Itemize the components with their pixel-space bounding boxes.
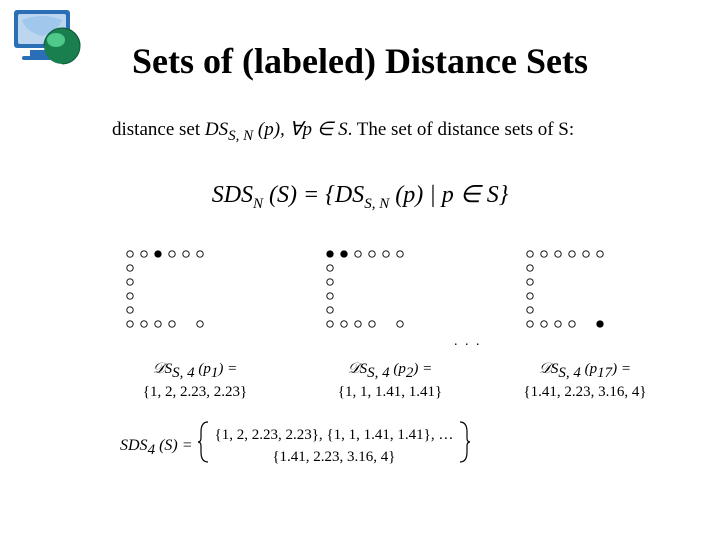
intro-line: distance set DSS, N (p), ∀p ∈ S. The set… [112, 118, 672, 145]
grid-block-2 [320, 248, 440, 358]
ds-expr-1: 𝒟SS, 4 (p1) = [110, 360, 280, 382]
intro-text-right: . The set of distance sets of S: [348, 119, 575, 140]
sds-line2: {1.41, 2.23, 3.16, 4} [215, 446, 454, 469]
ds-col-2: 𝒟SS, 4 (p2) = {1, 1, 1.41, 1.41} [305, 360, 475, 401]
slide-title: Sets of (labeled) Distance Sets [0, 40, 720, 82]
ellipsis: . . . [454, 334, 482, 350]
grid-examples [120, 248, 640, 358]
sds-summary: SDS4 (S) = {1, 2, 2.23, 2.23}, {1, 1, 1.… [120, 420, 660, 472]
ds-col-1: 𝒟SS, 4 (p1) = {1, 2, 2.23, 2.23} [110, 360, 280, 401]
ds-col-3: 𝒟SS, 4 (p17) = {1.41, 2.23, 3.16, 4} [500, 360, 670, 401]
grid-svg-1 [120, 248, 230, 348]
grid-svg-2 [320, 248, 430, 348]
main-equation: SDSN (S) = {DSS, N (p) | p ∈ S} [0, 180, 720, 213]
ds-set-2: {1, 1, 1.41, 1.41} [305, 384, 475, 401]
ds-set-3: {1.41, 2.23, 3.16, 4} [500, 384, 670, 401]
sds-bracket-close [457, 420, 471, 472]
grid-block-1 [120, 248, 240, 358]
grid-svg-3 [520, 248, 630, 348]
intro-text-left: distance set [112, 119, 200, 140]
ds-labels-row: 𝒟SS, 4 (p1) = {1, 2, 2.23, 2.23} 𝒟SS, 4 … [110, 360, 670, 401]
ds-set-1: {1, 2, 2.23, 2.23} [110, 384, 280, 401]
sds-bracket [197, 420, 211, 472]
ds-expr-2: 𝒟SS, 4 (p2) = [305, 360, 475, 382]
sds-content: {1, 2, 2.23, 2.23}, {1, 1, 1.41, 1.41}, … [215, 424, 454, 469]
ds-expr-3: 𝒟SS, 4 (p17) = [500, 360, 670, 382]
sds-lead: SDS4 (S) = [120, 437, 197, 454]
sds-line1: {1, 2, 2.23, 2.23}, {1, 1, 1.41, 1.41}, … [215, 424, 454, 447]
grid-block-3 [520, 248, 640, 358]
intro-math: DSS, N (p), ∀p ∈ S [205, 119, 348, 140]
